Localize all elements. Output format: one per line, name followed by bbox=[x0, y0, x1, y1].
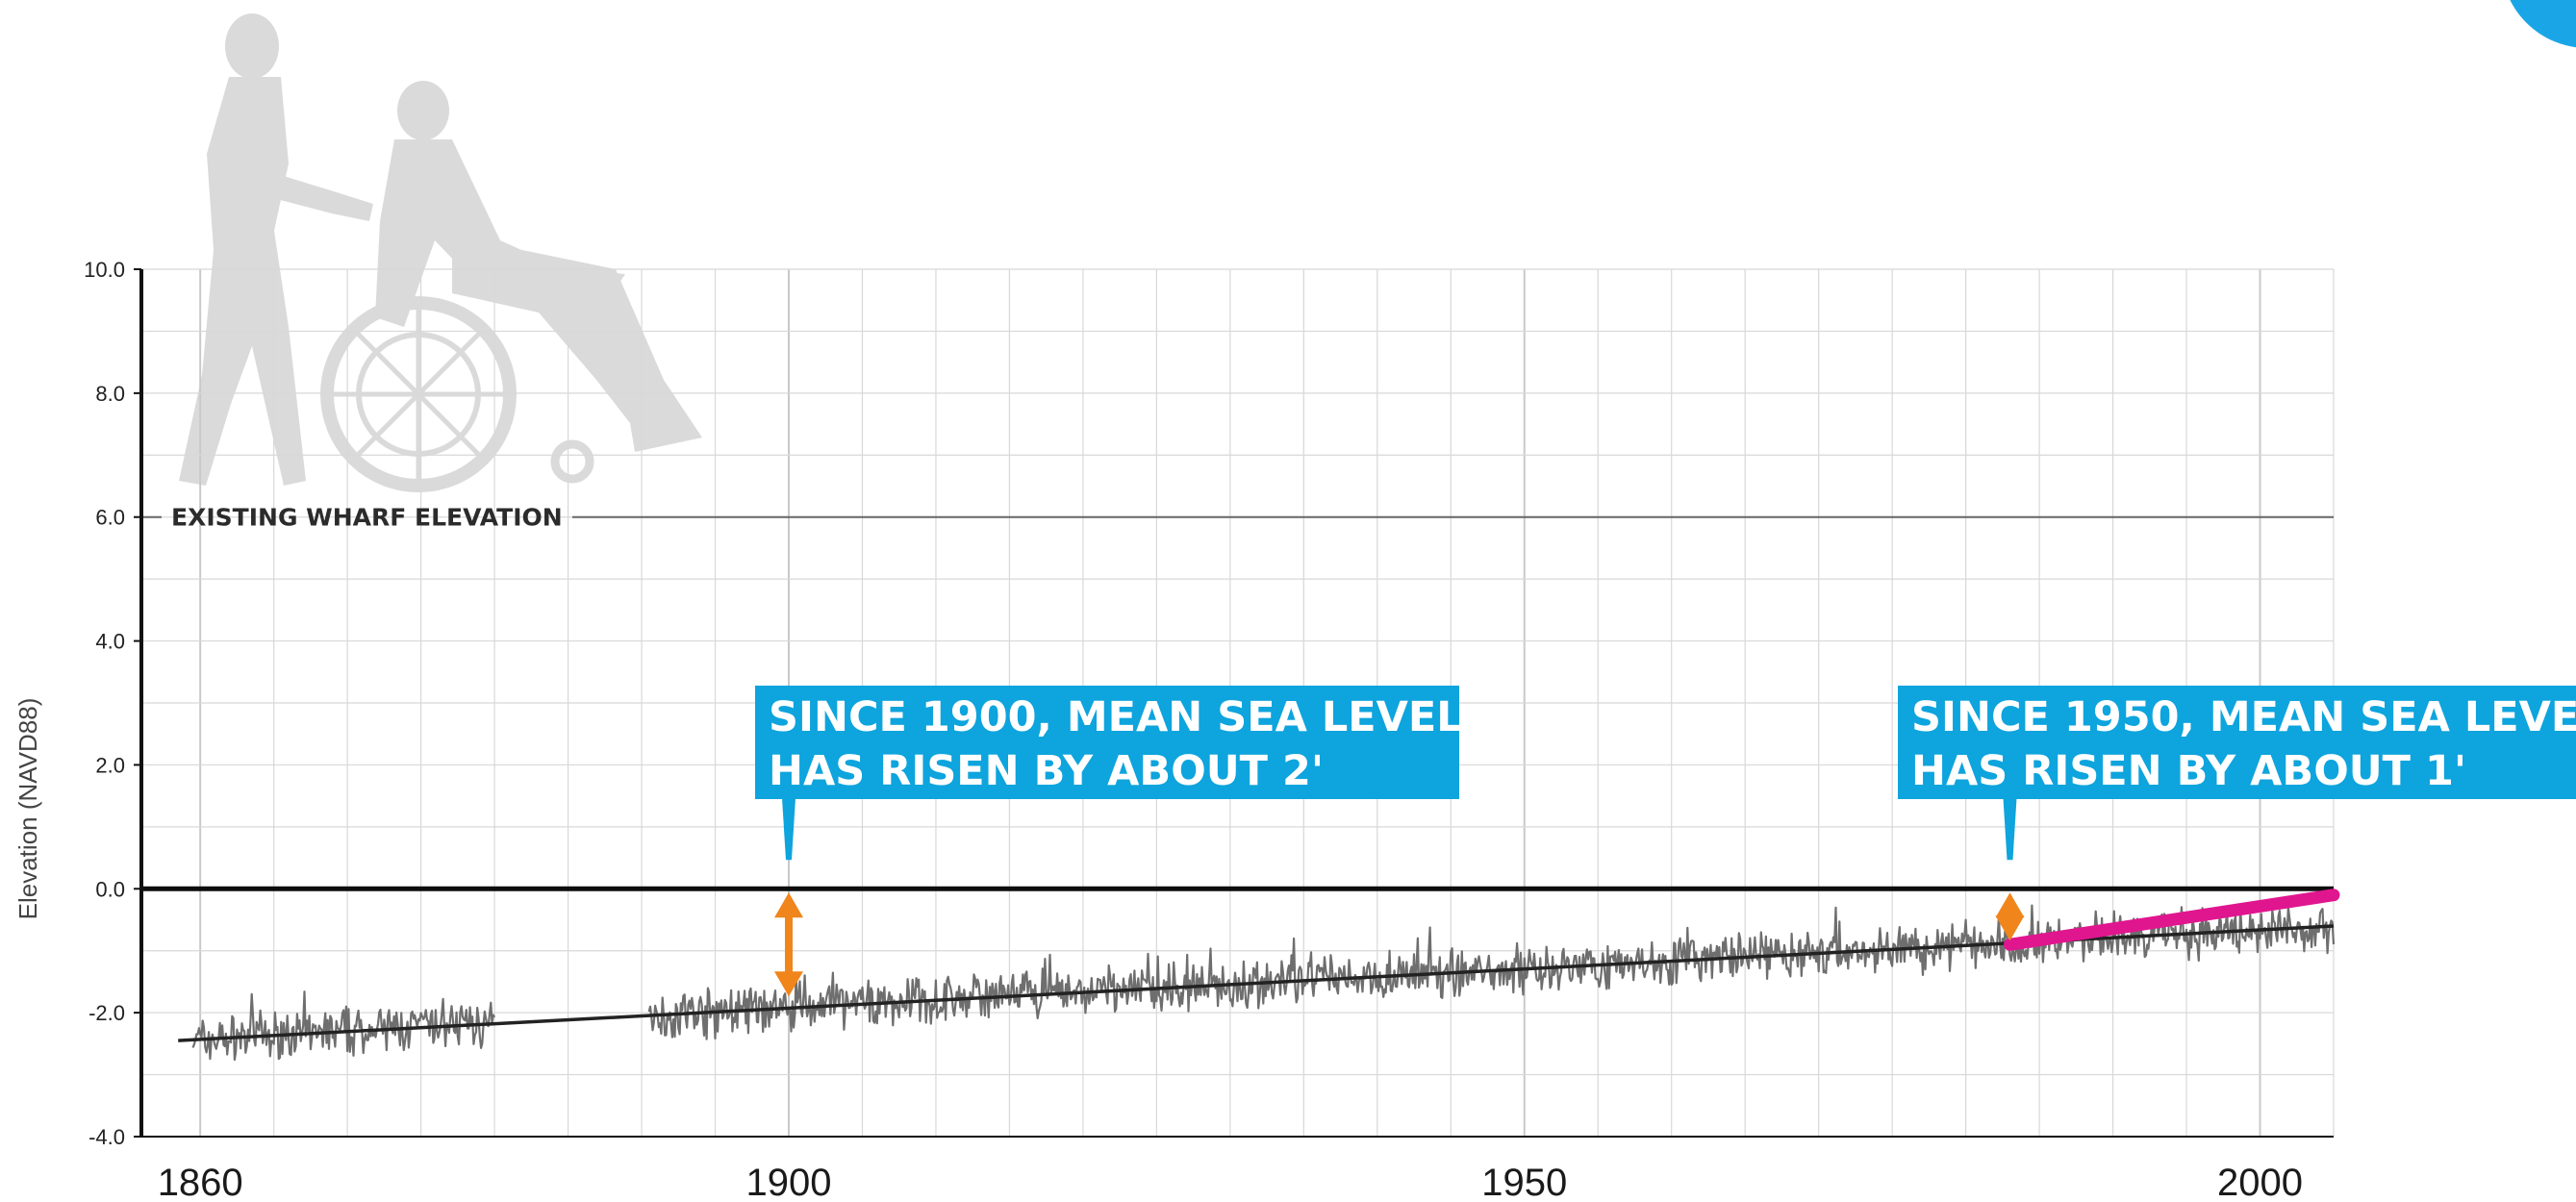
x-tick-label: 1950 bbox=[1481, 1162, 1567, 1202]
rise-arrow-head-up bbox=[773, 892, 803, 918]
trend-line bbox=[178, 924, 2335, 1042]
reference-lines: EXISTING WHARF ELEVATION bbox=[141, 504, 2334, 891]
y-tick-label: 2.0 bbox=[95, 753, 125, 777]
callout-pointer bbox=[2003, 798, 2017, 861]
sea-level-series-line bbox=[191, 990, 496, 1062]
callout-text-line: HAS RISEN BY ABOUT 2' bbox=[769, 747, 1324, 795]
y-tick-label: 4.0 bbox=[95, 630, 125, 654]
axes: 10.0 8.0 6.0 4.0 2.0 0.0 -2.0 -4.0 1860 1900 1950 2… bbox=[13, 258, 2334, 1202]
callout-box bbox=[1898, 686, 2576, 799]
x-tick-label: 1900 bbox=[746, 1162, 832, 1202]
x-tick-label: 2000 bbox=[2217, 1162, 2303, 1202]
y-tick-label: 8.0 bbox=[95, 382, 125, 406]
y-tick-label: -4.0 bbox=[88, 1125, 125, 1149]
callout-text-line: HAS RISEN BY ABOUT 1' bbox=[1911, 747, 2466, 795]
x-tick-label: 1860 bbox=[158, 1162, 243, 1202]
y-axis-label: Elevation (NAVD88) bbox=[13, 698, 42, 920]
y-tick-label: -2.0 bbox=[88, 1001, 125, 1025]
wheelchair-wheel-icon bbox=[320, 296, 594, 492]
data-series bbox=[178, 889, 2340, 1062]
y-tick-label: 10.0 bbox=[84, 258, 125, 282]
callout-text-line: SINCE 1900, MEAN SEA LEVEL bbox=[769, 693, 1463, 741]
rise-arrow-head-down bbox=[773, 971, 803, 997]
rise-arrow-head-up bbox=[1995, 892, 2025, 918]
callout-box bbox=[755, 686, 1459, 799]
callout-pointer bbox=[781, 798, 796, 861]
annotations: SINCE 1900, MEAN SEA LEVEL HAS RISEN BY A… bbox=[755, 686, 2576, 997]
rise-arrow-head-down bbox=[1995, 915, 2025, 941]
callout-text-line: SINCE 1950, MEAN SEA LEVEL bbox=[1911, 693, 2576, 741]
corner-badge-icon bbox=[2510, 0, 2576, 48]
recent-trend-line bbox=[2004, 889, 2340, 951]
y-tick-label: 6.0 bbox=[95, 506, 125, 530]
wharf-elevation-label: EXISTING WHARF ELEVATION bbox=[171, 504, 563, 532]
y-tick-label: 0.0 bbox=[95, 877, 125, 901]
